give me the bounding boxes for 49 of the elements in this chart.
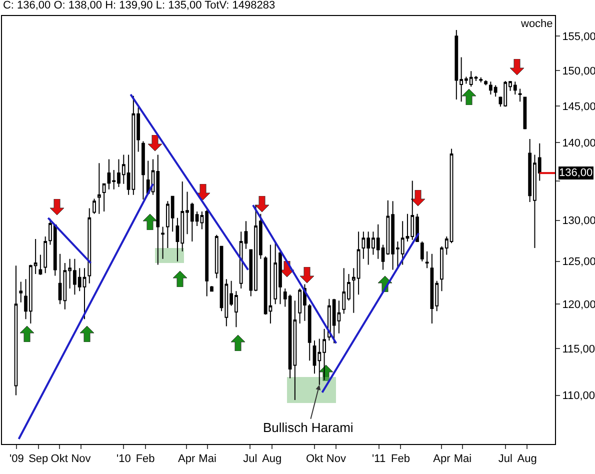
candlestick	[92, 198, 96, 214]
x-tick-label: Mai	[198, 453, 216, 466]
candlestick	[479, 76, 483, 83]
candlestick	[420, 240, 424, 262]
candlestick	[97, 162, 101, 214]
candlestick	[425, 250, 429, 269]
y-tick-label: 120,00	[562, 298, 595, 311]
annotation: Bullisch Harami	[263, 420, 354, 435]
candlestick	[523, 96, 527, 130]
x-tick-label: Nov	[326, 453, 346, 466]
x-tick-label: Mai	[454, 453, 472, 466]
x-tick-label: Aug	[262, 453, 282, 466]
candlestick	[14, 265, 18, 396]
candlestick	[142, 140, 145, 200]
x-tick-label: Aug	[517, 453, 537, 466]
candlestick	[44, 236, 48, 274]
y-tick-label: 155,00	[562, 30, 595, 43]
y-tick-label: 130,00	[562, 215, 595, 228]
y-tick-label: 110,00	[562, 390, 595, 402]
candlestick	[88, 208, 92, 284]
candlestick	[308, 304, 312, 362]
x-tick-label: Apr	[433, 453, 451, 466]
x-tick-label: '10	[116, 453, 131, 466]
x-tick-label: '11	[372, 453, 386, 466]
x-tick-label: Okt	[306, 453, 324, 466]
x-tick-label: Sep	[28, 453, 48, 466]
x-tick-label: Nov	[71, 453, 92, 466]
x-tick-label: Okt	[50, 453, 68, 466]
annotation: woche	[520, 18, 553, 30]
candlestick	[518, 88, 522, 102]
candlestick	[38, 254, 42, 276]
x-tick-label: Feb	[391, 453, 410, 466]
candlestick	[102, 183, 106, 212]
y-tick-label: 145,00	[562, 100, 595, 113]
y-tick-label: 125,00	[562, 256, 595, 268]
x-tick-label: '09	[10, 453, 24, 466]
x-tick-label: Jul	[498, 453, 512, 466]
ref-line-label: 136,00	[559, 167, 593, 179]
candlestick	[161, 226, 164, 260]
y-tick-label: 150,00	[562, 65, 595, 78]
x-tick-label: Jul	[243, 453, 258, 466]
x-tick-label: Feb	[136, 453, 155, 466]
candlestick	[484, 80, 488, 86]
x-tick-label: Apr	[178, 453, 196, 466]
chart-title: C: 136,00 O: 138,00 H: 139,90 L: 135,00 TotV: 1498283	[2, 0, 276, 12]
candlestick	[19, 281, 23, 303]
y-tick-label: 115,00	[562, 344, 595, 356]
candlestick	[210, 285, 214, 292]
y-tick-label: 140,00	[562, 138, 595, 150]
